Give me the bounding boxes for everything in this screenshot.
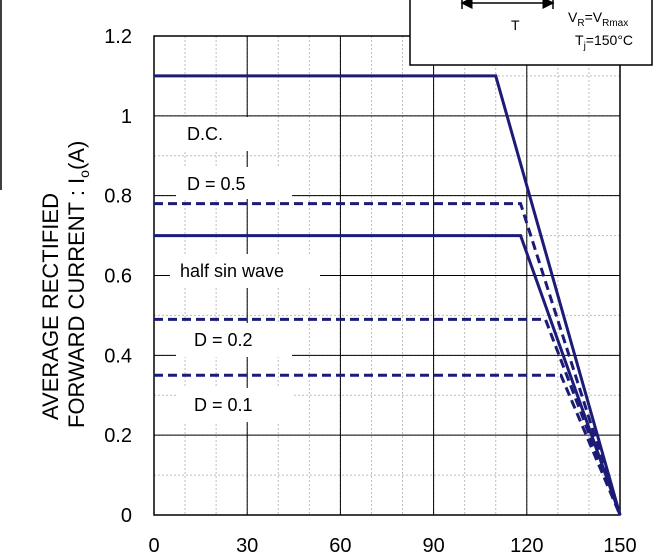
annotation-d01: D = 0.1 (194, 395, 253, 415)
y-tick-label: 0.4 (104, 345, 132, 367)
series-line-4 (154, 373, 622, 516)
tj-condition: Tj=150°C (575, 32, 633, 52)
y-tick-label: 0.8 (104, 186, 132, 208)
y-tick-label: 0 (121, 505, 132, 527)
y-tick-label: 0.6 (104, 266, 132, 288)
x-tick-labels: 0 30 60 90 120 150 (148, 535, 636, 557)
y-tick-labels: 0 0.2 0.4 0.6 0.8 1 1.2 (104, 26, 132, 527)
x-tick-label: 0 (148, 535, 159, 557)
x-tick-label: 90 (422, 535, 444, 557)
x-tick-label: 120 (510, 535, 543, 557)
series-line-1 (154, 202, 622, 516)
y-tick-label: 1 (121, 106, 132, 128)
series-annotations: D.C. D = 0.5 half sin wave D = 0.2 D = 0… (170, 117, 320, 422)
y-tick-label: 1.2 (104, 26, 132, 48)
series-lines (154, 74, 622, 516)
condition-box: T VR=VRmax Tj=150°C (409, 0, 653, 66)
annotation-dc: D.C. (187, 124, 223, 144)
x-tick-label: 150 (603, 535, 636, 557)
y-tick-label: 0.2 (104, 425, 132, 447)
plot-frame (153, 35, 621, 516)
series-line-0 (154, 74, 622, 516)
y-axis-label-line2: FORWARD CURRENT : Io(A) (64, 141, 92, 428)
period-label: T (511, 17, 520, 33)
annotation-d05: D = 0.5 (187, 174, 246, 194)
vr-condition: VR=VRmax (568, 9, 628, 29)
annotation-half-sin: half sin wave (180, 261, 284, 281)
x-tick-label: 60 (329, 535, 351, 557)
series-line-3 (154, 317, 622, 516)
x-tick-label: 30 (236, 535, 258, 557)
series-line-2 (154, 234, 622, 516)
annotation-d02: D = 0.2 (194, 330, 253, 350)
y-axis-label-line1: AVERAGE RECTIFIED (38, 193, 63, 420)
